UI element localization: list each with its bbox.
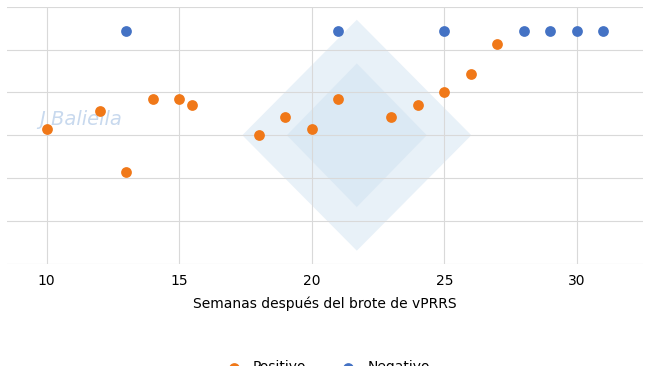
Point: [121, 169, 131, 175]
Point: [148, 96, 158, 101]
Point: [254, 132, 264, 138]
Point: [333, 96, 343, 101]
Point: [386, 114, 396, 120]
Point: [413, 102, 423, 108]
Point: [439, 90, 449, 96]
Text: J Baliella: J Baliella: [39, 110, 122, 129]
Point: [519, 29, 529, 34]
Point: [333, 29, 343, 34]
Point: [598, 29, 608, 34]
Point: [174, 96, 185, 101]
Point: [121, 29, 131, 34]
Point: [280, 114, 291, 120]
Legend: Positivo, Negativo: Positivo, Negativo: [214, 355, 436, 366]
Point: [439, 29, 449, 34]
Polygon shape: [242, 20, 471, 251]
Polygon shape: [287, 63, 427, 207]
Point: [571, 29, 582, 34]
Point: [42, 126, 52, 132]
Point: [465, 71, 476, 77]
Point: [94, 108, 105, 114]
Point: [307, 126, 317, 132]
Point: [492, 41, 502, 46]
Point: [187, 102, 198, 108]
Point: [545, 29, 556, 34]
X-axis label: Semanas después del brote de vPRRS: Semanas después del brote de vPRRS: [193, 296, 457, 311]
